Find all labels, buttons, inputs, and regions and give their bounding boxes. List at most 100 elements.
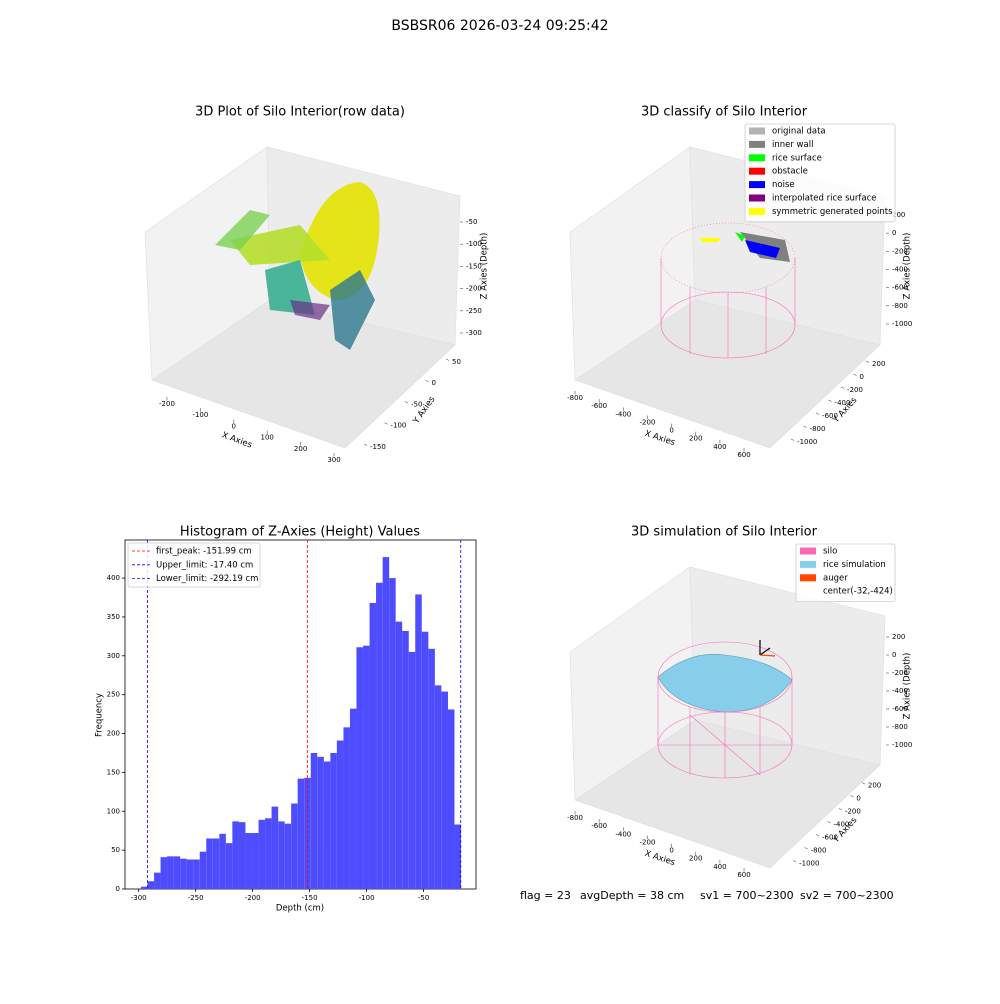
histogram-bar — [199, 851, 207, 889]
legend-swatch — [749, 194, 765, 202]
x-tick-label: 0 — [669, 847, 673, 855]
y-tick-label: 50 — [111, 846, 120, 854]
legend-label: first_peak: -151.99 cm — [156, 547, 252, 557]
legend-box — [744, 123, 896, 223]
x-tick-label: 0 — [232, 422, 236, 430]
legend-swatch — [800, 547, 816, 555]
y-tick — [363, 443, 368, 446]
y-tick-label: 0 — [856, 795, 860, 803]
y-tick — [838, 808, 843, 811]
z-tick-label: 0 — [892, 229, 896, 237]
legend-label: noise — [772, 180, 795, 190]
x-tick-label: -50 — [418, 894, 429, 902]
plot-title: Histogram of Z-Axies (Height) Values — [180, 525, 420, 540]
silo-simulation — [657, 640, 793, 779]
y-tick — [404, 401, 409, 404]
histogram-bar — [212, 838, 220, 889]
z-tick-label: -800 — [892, 302, 908, 310]
y-tick-label: 300 — [107, 652, 120, 660]
y-tick-label: -200 — [847, 386, 863, 394]
histogram-bar — [336, 740, 344, 889]
y-tick-label: 100 — [107, 807, 120, 815]
histogram-bar — [395, 621, 403, 889]
z-axis-label: Z Axies (Depth) — [480, 233, 490, 300]
histogram-bar — [193, 859, 200, 889]
x-tick-label: 300 — [327, 456, 340, 464]
y-tick-label: -1000 — [799, 860, 819, 868]
plot-title: 3D simulation of Silo Interior — [631, 525, 818, 540]
legend-label: silo — [823, 547, 837, 557]
legend-swatch — [749, 207, 765, 215]
y-tick-label: 200 — [107, 730, 120, 738]
plot-title: 3D classify of Silo Interior — [641, 105, 808, 120]
z-tick-label: -250 — [466, 307, 482, 315]
x-tick-label: -200 — [159, 400, 175, 408]
histogram-bar — [363, 645, 370, 889]
x-tick-label: -300 — [131, 894, 147, 902]
histogram-bar — [278, 821, 285, 889]
histogram-bar — [154, 872, 161, 889]
z-tick-label: -150 — [466, 262, 482, 270]
z-tick-label: -600 — [892, 284, 908, 292]
silo-wireframe — [660, 222, 796, 359]
x-tick-label: -150 — [302, 894, 318, 902]
x-tick-label: 600 — [737, 871, 750, 879]
y-tick — [865, 360, 870, 363]
y-tick-label: -400 — [834, 821, 850, 829]
z-tick-label: -400 — [892, 687, 908, 695]
y-tick-label: -150 — [370, 443, 386, 451]
legend-swatch — [800, 560, 816, 568]
histogram-bar — [369, 602, 377, 889]
x-tick-label: 200 — [689, 435, 702, 443]
x-tick-label: -200 — [640, 838, 656, 846]
z-tick-label: -800 — [892, 723, 908, 731]
y-tick-label: 50 — [452, 358, 461, 366]
histogram-bar — [317, 756, 324, 889]
x-axis-label: Depth (cm) — [276, 904, 324, 914]
histogram-bar — [304, 777, 311, 889]
x-tick-label: -100 — [192, 411, 208, 419]
y-tick-label: 350 — [107, 613, 120, 621]
x-tick-label: 400 — [713, 443, 726, 451]
histogram-bar — [343, 727, 350, 889]
y-tick — [853, 373, 857, 376]
x-tick-label: -200 — [245, 894, 261, 902]
legend-label: interpolated rice surface — [772, 194, 877, 204]
histogram-bar — [160, 857, 168, 889]
histogram-bar — [376, 582, 383, 889]
y-tick — [445, 358, 450, 361]
x-tick-label: -250 — [188, 894, 204, 902]
histogram-bar — [323, 761, 331, 889]
footer-text: sv2 = 700~2300 — [800, 889, 894, 902]
histogram-bar — [245, 833, 252, 889]
z-tick-label: -1000 — [892, 741, 912, 749]
x-tick-label: -800 — [567, 394, 583, 402]
legend-box — [795, 543, 896, 602]
y-tick-label: 0 — [860, 373, 864, 381]
y-tick-label: -600 — [822, 412, 838, 420]
y-tick-label: 400 — [107, 574, 120, 582]
histogram-bar — [447, 709, 455, 889]
histogram-bar — [454, 824, 461, 889]
y-tick — [384, 422, 388, 425]
legend-swatch — [749, 167, 765, 175]
y-tick-label: -200 — [845, 808, 861, 816]
y-tick — [804, 847, 808, 850]
z-axis-label: Z Axies (Depth) — [903, 233, 913, 300]
footer-text: sv1 = 700~2300 — [700, 889, 794, 902]
x-tick-label: -200 — [640, 418, 656, 426]
x-tick-label: 600 — [737, 451, 750, 459]
y-tick — [815, 834, 820, 837]
histogram-bar — [415, 594, 422, 889]
histogram-bar — [441, 691, 448, 889]
y-tick — [850, 795, 854, 798]
histogram-bar — [180, 858, 187, 889]
legend-label: inner wall — [772, 140, 813, 150]
legend-box — [127, 542, 261, 588]
histogram-bar — [219, 833, 226, 889]
histogram-bar — [291, 803, 298, 889]
x-tick-label: 0 — [669, 427, 673, 435]
y-tick-label: -50 — [411, 400, 422, 408]
